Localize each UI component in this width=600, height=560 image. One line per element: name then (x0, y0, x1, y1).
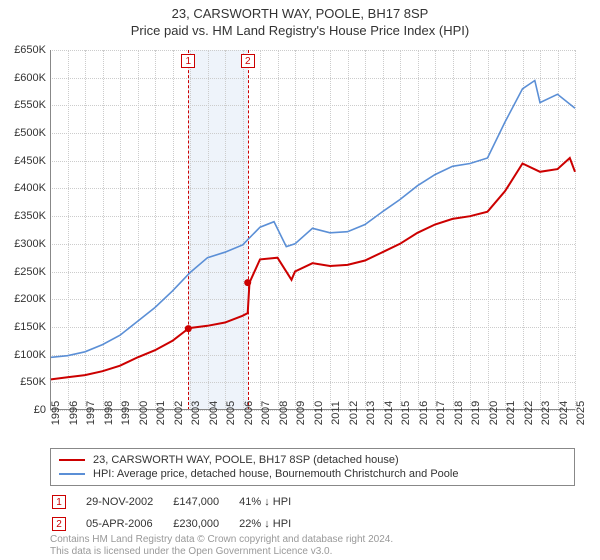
legend-label: 23, CARSWORTH WAY, POOLE, BH17 8SP (deta… (93, 454, 399, 466)
title-line2: Price paid vs. HM Land Registry's House … (0, 23, 600, 38)
x-tick-label: 2015 (400, 401, 412, 425)
x-tick-label: 2011 (330, 401, 342, 425)
legend-swatch (59, 473, 85, 475)
x-tick-label: 2018 (453, 401, 465, 425)
x-tick-label: 2016 (418, 401, 430, 425)
y-tick-label: £600K (4, 72, 46, 84)
x-tick-label: 2009 (295, 401, 307, 425)
event-date: 29-NOV-2002 (86, 492, 171, 512)
x-tick-label: 2021 (505, 401, 517, 425)
y-tick-label: £650K (4, 44, 46, 56)
footer-line2: This data is licensed under the Open Gov… (50, 546, 393, 558)
chart-axes (50, 50, 575, 410)
x-tick-label: 2014 (383, 401, 395, 425)
x-tick-label: 2010 (313, 401, 325, 425)
x-tick-label: 2025 (575, 401, 587, 425)
y-tick-label: £400K (4, 182, 46, 194)
table-row: 1 29-NOV-2002 £147,000 41% ↓ HPI (52, 492, 309, 512)
y-tick-label: £50K (4, 376, 46, 388)
title-block: 23, CARSWORTH WAY, POOLE, BH17 8SP Price… (0, 0, 600, 40)
x-tick-label: 2001 (155, 401, 167, 425)
event-price: £147,000 (173, 492, 237, 512)
x-tick-label: 2002 (173, 401, 185, 425)
x-tick-label: 1996 (68, 401, 80, 425)
x-tick-label: 2012 (348, 401, 360, 425)
y-tick-label: £0 (4, 404, 46, 416)
x-tick-label: 1995 (50, 401, 62, 425)
event-date: 05-APR-2006 (86, 514, 171, 534)
x-tick-label: 2023 (540, 401, 552, 425)
x-tick-label: 2024 (558, 401, 570, 425)
legend-label: HPI: Average price, detached house, Bour… (93, 468, 458, 480)
x-tick-label: 2020 (488, 401, 500, 425)
x-tick-label: 1998 (103, 401, 115, 425)
legend-item: 23, CARSWORTH WAY, POOLE, BH17 8SP (deta… (59, 453, 566, 467)
y-tick-label: £350K (4, 210, 46, 222)
x-tick-label: 2000 (138, 401, 150, 425)
table-row: 2 05-APR-2006 £230,000 22% ↓ HPI (52, 514, 309, 534)
x-tick-label: 2008 (278, 401, 290, 425)
chart-container: 23, CARSWORTH WAY, POOLE, BH17 8SP Price… (0, 0, 600, 560)
y-tick-label: £150K (4, 321, 46, 333)
x-tick-label: 2004 (208, 401, 220, 425)
y-tick-label: £450K (4, 155, 46, 167)
event-price: £230,000 (173, 514, 237, 534)
y-tick-label: £300K (4, 238, 46, 250)
event-vs-hpi: 22% ↓ HPI (239, 514, 309, 534)
event-marker-icon: 1 (52, 495, 66, 509)
event-table: 1 29-NOV-2002 £147,000 41% ↓ HPI 2 05-AP… (50, 490, 311, 536)
y-tick-label: £250K (4, 266, 46, 278)
title-line1: 23, CARSWORTH WAY, POOLE, BH17 8SP (0, 6, 600, 21)
footer-line1: Contains HM Land Registry data © Crown c… (50, 534, 393, 546)
x-tick-label: 2005 (225, 401, 237, 425)
event-vs-hpi: 41% ↓ HPI (239, 492, 309, 512)
x-tick-label: 2017 (435, 401, 447, 425)
x-tick-label: 2013 (365, 401, 377, 425)
x-tick-label: 2019 (470, 401, 482, 425)
legend: 23, CARSWORTH WAY, POOLE, BH17 8SP (deta… (50, 448, 575, 486)
x-tick-label: 2006 (243, 401, 255, 425)
x-tick-label: 2022 (523, 401, 535, 425)
footer: Contains HM Land Registry data © Crown c… (50, 534, 393, 558)
legend-item: HPI: Average price, detached house, Bour… (59, 467, 566, 481)
y-tick-label: £550K (4, 99, 46, 111)
y-tick-label: £100K (4, 349, 46, 361)
x-tick-label: 2007 (260, 401, 272, 425)
legend-swatch (59, 459, 85, 461)
x-tick-label: 1997 (85, 401, 97, 425)
x-tick-label: 1999 (120, 401, 132, 425)
x-tick-label: 2003 (190, 401, 202, 425)
event-marker-icon: 2 (52, 517, 66, 531)
y-tick-label: £500K (4, 127, 46, 139)
y-tick-label: £200K (4, 293, 46, 305)
